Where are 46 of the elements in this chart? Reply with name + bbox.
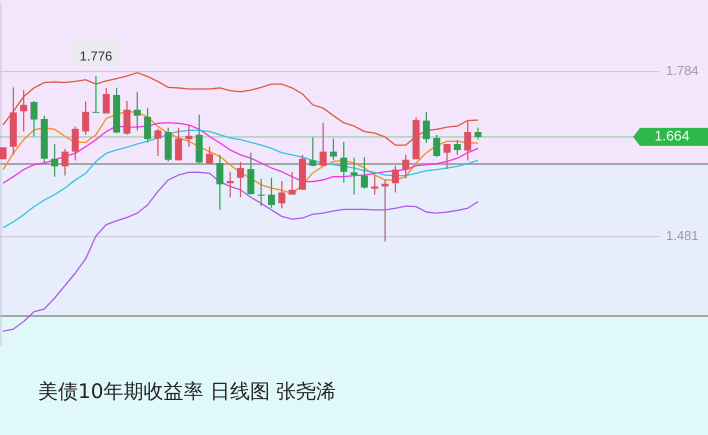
candlestick <box>51 143 58 178</box>
candlestick <box>226 171 234 198</box>
line-series <box>2 72 479 146</box>
y-tick-label: 1.481 <box>666 228 699 244</box>
candlestick <box>402 154 410 179</box>
candlestick <box>360 156 368 190</box>
annotation: 1.776 <box>80 48 112 64</box>
candlestick <box>102 87 110 114</box>
candlestick <box>134 91 141 131</box>
candlestick <box>144 107 152 143</box>
line-series <box>2 130 479 229</box>
candlestick <box>268 177 275 208</box>
line-series <box>2 110 479 194</box>
candlestick <box>320 122 327 166</box>
candlestick <box>61 148 68 176</box>
candlestick <box>206 146 214 164</box>
candlestick <box>454 140 461 156</box>
candlestick <box>309 136 316 167</box>
candlestick <box>474 127 482 140</box>
candlestick <box>433 134 440 158</box>
candlestick <box>444 143 451 170</box>
text: 美债10年期收益率 日线图 张尧浠 <box>38 379 336 403</box>
candlestick <box>258 178 265 207</box>
candlestick <box>422 111 430 144</box>
candlestick <box>278 180 286 209</box>
candlestick <box>175 127 182 161</box>
candlestick <box>154 128 162 157</box>
candlestick <box>82 100 90 136</box>
candlestick <box>350 157 358 196</box>
ref-line-label: 1.664 <box>654 128 690 144</box>
candlestick <box>72 126 79 161</box>
candlestick <box>123 100 130 136</box>
candlestick <box>185 124 192 148</box>
candlestick <box>30 100 38 137</box>
candlestick <box>371 174 378 196</box>
candlestick <box>340 141 348 184</box>
candlestick <box>237 161 244 198</box>
candlestick <box>288 171 296 196</box>
candlestick <box>20 90 28 132</box>
y-tick-label: 1.784 <box>666 63 699 78</box>
candlestick <box>92 75 100 114</box>
candlestick <box>216 154 224 210</box>
candlestick <box>382 179 389 242</box>
candlestick <box>330 138 337 160</box>
candlestick <box>464 121 472 161</box>
candlestick <box>392 165 399 194</box>
